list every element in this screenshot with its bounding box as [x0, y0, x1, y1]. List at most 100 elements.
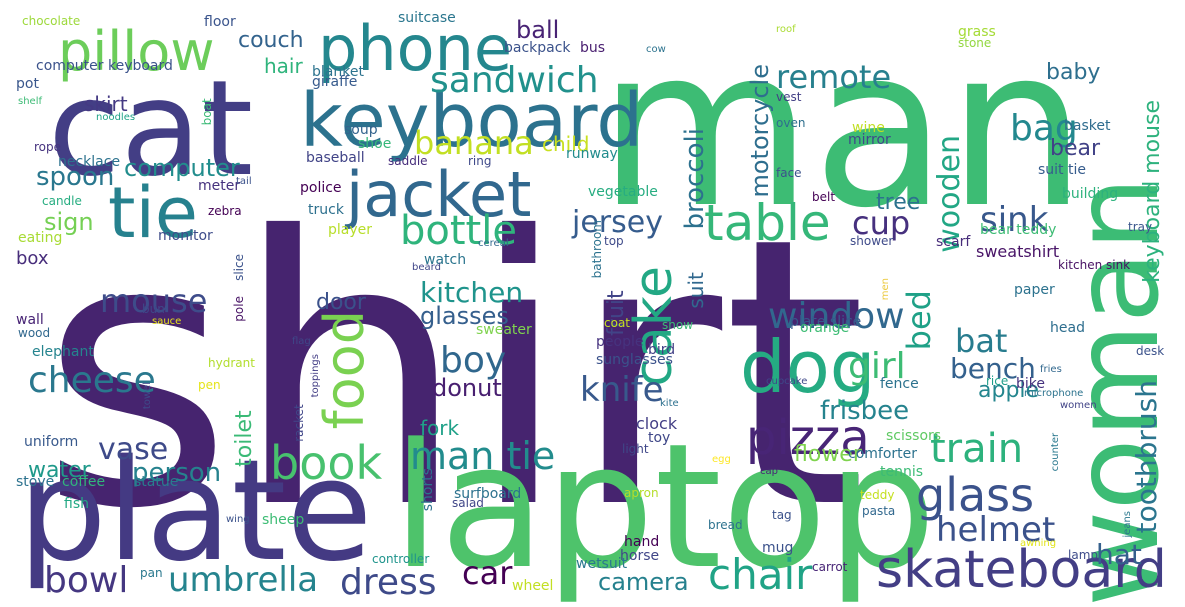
- word-surfboard: surfboard: [454, 486, 521, 502]
- word-toilet: toilet: [232, 410, 257, 467]
- word-scarf: scarf: [936, 234, 971, 250]
- word-sandwich: sandwich: [430, 60, 599, 101]
- word-shoe: shoe: [358, 136, 391, 152]
- word-bowl: bowl: [44, 560, 128, 601]
- word-comforter: comforter: [848, 446, 917, 462]
- word-cap: cap: [760, 466, 778, 477]
- word-bread: bread: [708, 518, 743, 532]
- word-tennis: tennis: [880, 464, 923, 480]
- word-jacket: jacket: [344, 158, 531, 231]
- word-belt: belt: [812, 190, 835, 204]
- word-backpack: backpack: [504, 40, 571, 56]
- word-head: head: [1050, 320, 1085, 336]
- word-jersey: jersey: [571, 205, 663, 240]
- word-bed: bed: [900, 290, 938, 350]
- word-bus: bus: [580, 40, 605, 56]
- word-keyboard-mouse: keyboard mouse: [1140, 100, 1165, 283]
- word-tail: tail: [236, 176, 252, 187]
- word-pot: pot: [16, 76, 39, 92]
- word-roof: roof: [776, 24, 796, 35]
- word-bench: bench: [950, 352, 1036, 385]
- word-basket: basket: [1064, 118, 1111, 134]
- word-top: top: [604, 234, 624, 248]
- word-girl: girl: [848, 346, 906, 387]
- word-tree: tree: [876, 190, 920, 215]
- word-umbrella: umbrella: [168, 560, 318, 600]
- word-suit-tie: suit tie: [1038, 162, 1086, 178]
- word-statue: statue: [134, 474, 178, 490]
- word-sunglasses: sunglasses: [596, 352, 673, 368]
- word-frisbee: frisbee: [820, 396, 909, 426]
- word-baseball: baseball: [306, 150, 365, 166]
- word-bat: bat: [955, 322, 1007, 360]
- word-box: box: [16, 248, 49, 269]
- word-soup: soup: [344, 122, 378, 138]
- word-noodles: noodles: [96, 112, 135, 123]
- word-shorts: shorts: [420, 468, 436, 511]
- word-laptop: laptop: [392, 406, 936, 607]
- word-snow: snow: [662, 318, 693, 332]
- word-table: table: [704, 194, 831, 252]
- word-boat: boat: [200, 98, 214, 125]
- word-coffee: coffee: [62, 474, 105, 490]
- word-bun: bun: [142, 302, 165, 316]
- word-cat: cat: [48, 52, 253, 206]
- word-chocolate: chocolate: [22, 14, 80, 28]
- word-stove: stove: [16, 474, 54, 490]
- word-broccoli: broccoli: [680, 128, 710, 229]
- word-skateboard: skateboard: [876, 540, 1167, 600]
- word-flag: flag: [292, 336, 311, 347]
- word-shower: shower: [850, 234, 893, 248]
- word-runway: runway: [566, 146, 618, 162]
- word-candle: candle: [42, 194, 82, 208]
- word-awning: awning: [1020, 538, 1056, 549]
- word-book: book: [270, 436, 382, 490]
- word-door: door: [316, 290, 367, 315]
- word-slice: slice: [232, 254, 246, 281]
- word-paper: paper: [1014, 282, 1055, 298]
- word-people: people: [596, 334, 643, 350]
- word-cheese: cheese: [28, 360, 156, 401]
- word-mirror: mirror: [848, 132, 891, 148]
- word-shirt: shirt: [40, 160, 867, 590]
- word-racket: racket: [292, 404, 306, 442]
- word-toy: toy: [648, 430, 670, 446]
- word-glasses: glasses: [420, 302, 509, 330]
- word-bear-teddy: bear teddy: [980, 222, 1056, 238]
- word-lamp: lamp: [1068, 548, 1098, 562]
- word-watch: watch: [424, 252, 466, 268]
- word-helmet: helmet: [936, 510, 1055, 550]
- word-coat: coat: [604, 316, 630, 330]
- word-skirt: skirt: [84, 92, 128, 116]
- word-man: man: [598, 0, 1087, 256]
- word-computer: computer: [124, 154, 240, 182]
- word-cereal: cereal: [478, 238, 509, 249]
- word-towel: towel: [142, 382, 153, 409]
- word-light: light: [622, 442, 649, 456]
- word-wall: wall: [16, 312, 44, 328]
- word-chair: chair: [708, 550, 813, 599]
- word-fish: fish: [64, 496, 89, 512]
- word-wooden: wooden: [932, 135, 967, 253]
- word-clock: clock: [636, 414, 678, 433]
- word-counter: counter: [1050, 432, 1061, 471]
- word-truck: truck: [308, 202, 345, 218]
- word-elephant: elephant: [32, 344, 94, 360]
- word-cupcake: cupcake: [766, 376, 807, 387]
- word-bird: bird: [648, 342, 675, 358]
- word-uniform: uniform: [24, 434, 78, 450]
- word-wood: wood: [18, 326, 50, 340]
- word-woman: woman: [1047, 176, 1185, 607]
- word-fork: fork: [420, 416, 460, 440]
- word-vest: vest: [776, 90, 802, 104]
- word-knife: knife: [580, 370, 664, 410]
- word-controller: controller: [372, 552, 429, 566]
- word-tie: tie: [108, 172, 198, 254]
- word-women: women: [1060, 400, 1097, 411]
- word-pizza: pizza: [746, 410, 870, 466]
- word-sauce: sauce: [152, 316, 181, 327]
- word-grass: grass: [958, 24, 996, 40]
- word-monitor: monitor: [158, 228, 213, 244]
- word-wing: wing: [226, 514, 250, 525]
